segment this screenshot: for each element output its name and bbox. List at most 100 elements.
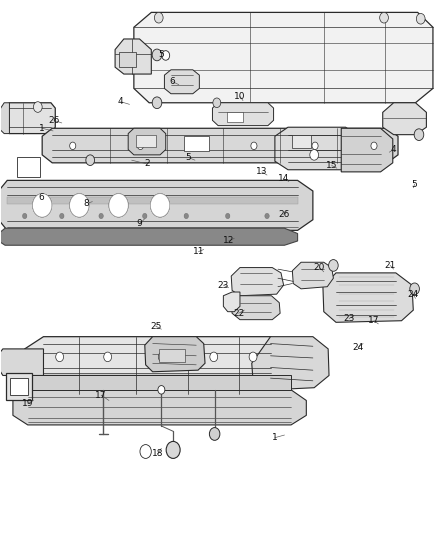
- Circle shape: [70, 193, 89, 217]
- Circle shape: [265, 213, 269, 219]
- Circle shape: [312, 142, 318, 150]
- Bar: [6, 373, 32, 400]
- Text: 6: 6: [170, 77, 175, 86]
- Polygon shape: [231, 296, 280, 320]
- Text: 5: 5: [159, 51, 164, 59]
- Circle shape: [22, 213, 27, 219]
- Text: 23: 23: [343, 314, 355, 323]
- Text: 13: 13: [256, 167, 268, 176]
- Circle shape: [140, 445, 151, 458]
- Text: 12: 12: [223, 237, 234, 246]
- Circle shape: [56, 352, 64, 362]
- Circle shape: [184, 213, 188, 219]
- Circle shape: [251, 142, 257, 150]
- Polygon shape: [223, 292, 240, 312]
- Polygon shape: [25, 337, 291, 375]
- Polygon shape: [115, 39, 151, 74]
- Text: 24: 24: [408, 289, 419, 298]
- Text: 26: 26: [278, 210, 290, 219]
- Circle shape: [249, 352, 257, 362]
- Circle shape: [99, 213, 103, 219]
- Text: 20: 20: [314, 263, 325, 272]
- Circle shape: [328, 260, 338, 271]
- Polygon shape: [4, 103, 55, 134]
- Circle shape: [152, 49, 162, 61]
- Text: 21: 21: [385, 261, 396, 270]
- Text: 18: 18: [152, 449, 164, 458]
- Text: 5: 5: [186, 153, 191, 162]
- Circle shape: [109, 193, 128, 217]
- Text: 23: 23: [218, 280, 229, 289]
- Polygon shape: [0, 103, 10, 134]
- Text: 17: 17: [368, 316, 380, 325]
- Circle shape: [414, 129, 424, 141]
- Text: 17: 17: [95, 391, 107, 400]
- Text: 22: 22: [233, 309, 244, 318]
- Text: 4: 4: [118, 97, 124, 106]
- Text: 1: 1: [272, 433, 278, 442]
- Polygon shape: [134, 12, 433, 103]
- Polygon shape: [164, 70, 199, 94]
- Bar: [119, 52, 136, 67]
- Text: 5: 5: [412, 180, 417, 189]
- Text: 10: 10: [234, 92, 246, 101]
- Circle shape: [166, 441, 180, 458]
- Text: 9: 9: [137, 220, 142, 229]
- Text: 15: 15: [326, 161, 337, 170]
- Circle shape: [32, 193, 52, 217]
- Bar: [227, 112, 244, 122]
- Bar: [159, 349, 185, 362]
- Circle shape: [380, 12, 389, 23]
- Bar: [184, 136, 209, 151]
- Polygon shape: [383, 103, 426, 135]
- Text: 11: 11: [193, 247, 204, 256]
- Circle shape: [154, 12, 163, 23]
- Circle shape: [109, 193, 128, 217]
- Text: 26: 26: [48, 116, 60, 125]
- Circle shape: [86, 155, 95, 165]
- Bar: [136, 135, 155, 147]
- Circle shape: [70, 142, 76, 150]
- Circle shape: [150, 193, 170, 217]
- Circle shape: [210, 352, 218, 362]
- Text: 2: 2: [144, 159, 150, 168]
- Text: 1: 1: [39, 124, 45, 133]
- Circle shape: [143, 213, 147, 219]
- Circle shape: [209, 427, 220, 440]
- Circle shape: [226, 213, 230, 219]
- Polygon shape: [323, 273, 413, 322]
- Circle shape: [33, 102, 42, 112]
- Circle shape: [60, 213, 64, 219]
- Polygon shape: [0, 349, 43, 375]
- Circle shape: [138, 142, 144, 150]
- Circle shape: [32, 193, 52, 217]
- Circle shape: [371, 142, 377, 150]
- Polygon shape: [341, 128, 393, 172]
- Polygon shape: [42, 128, 398, 163]
- Polygon shape: [0, 180, 313, 230]
- Circle shape: [70, 193, 89, 217]
- Text: 24: 24: [352, 343, 364, 352]
- Polygon shape: [128, 128, 166, 155]
- Text: 14: 14: [278, 174, 290, 183]
- Bar: [292, 135, 311, 149]
- Circle shape: [162, 51, 170, 60]
- Text: 19: 19: [22, 399, 34, 408]
- Circle shape: [158, 385, 165, 394]
- Text: 4: 4: [391, 145, 396, 154]
- Bar: [11, 378, 28, 395]
- Polygon shape: [7, 197, 297, 204]
- Text: 6: 6: [38, 193, 44, 202]
- Circle shape: [104, 352, 112, 362]
- Circle shape: [194, 142, 200, 150]
- Text: 8: 8: [83, 199, 89, 208]
- Circle shape: [410, 283, 420, 295]
- Text: 25: 25: [150, 321, 161, 330]
- Circle shape: [213, 98, 221, 108]
- Polygon shape: [231, 268, 284, 296]
- Polygon shape: [212, 103, 274, 126]
- Circle shape: [310, 150, 318, 160]
- Polygon shape: [25, 375, 291, 390]
- Polygon shape: [292, 262, 333, 289]
- Polygon shape: [275, 127, 359, 169]
